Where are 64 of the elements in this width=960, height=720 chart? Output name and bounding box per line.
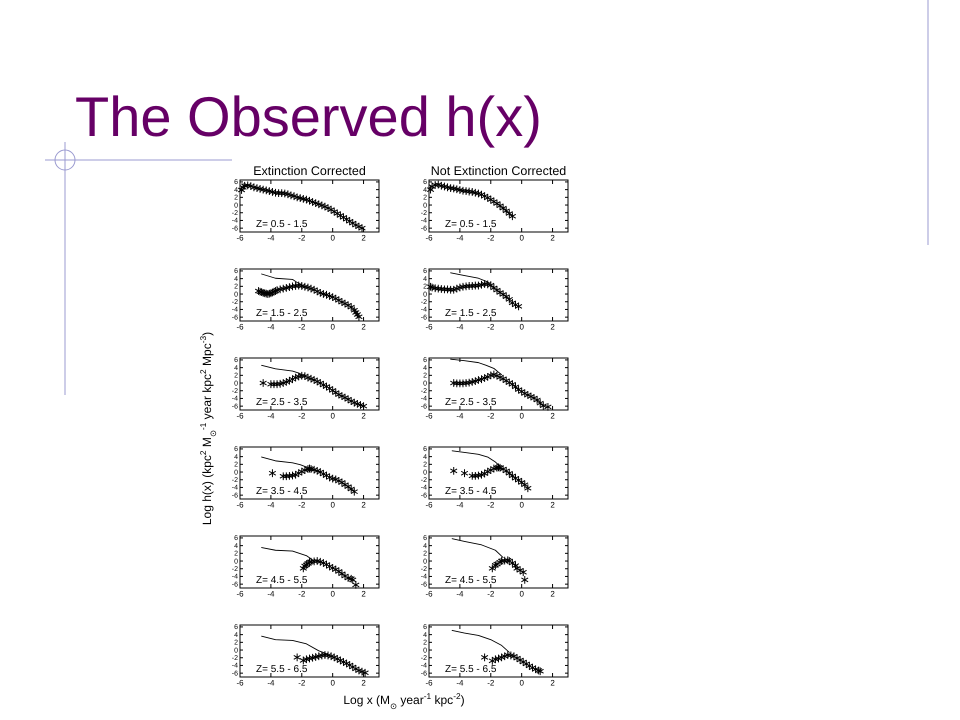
x-axis-title: Log x (M$_{⊙}$ year$^{-1}$ kpc$^{-2}$): [343, 691, 465, 711]
x-tick-label: -2: [487, 234, 495, 243]
x-tick-label: -4: [456, 234, 464, 243]
chart-title: Extinction Corrected: [253, 164, 366, 178]
annotation: Z= 2.5 - 3.5: [445, 397, 497, 408]
annotation: Z= 3.5 - 4.5: [445, 486, 497, 497]
annotation: Z= 4.5 - 5.5: [445, 575, 497, 586]
annotation: Z= 3.5 - 4.5: [256, 486, 308, 497]
x-tick-label: 0: [330, 412, 336, 421]
x-tick-label: -2: [298, 590, 306, 599]
x-tick-label: -2: [487, 590, 495, 599]
annotation: Z= 5.5 - 6.5: [445, 664, 497, 675]
x-tick-label: 2: [550, 590, 556, 599]
x-tick-label: -2: [298, 678, 306, 688]
x-tick-label: 0: [330, 322, 336, 332]
x-tick-label: -2: [298, 234, 306, 243]
x-tick-label: 2: [550, 412, 556, 421]
annotation: Z= 0.5 - 1.5: [445, 219, 497, 230]
x-tick-label: 2: [361, 322, 366, 332]
x-tick-label: -4: [267, 590, 275, 599]
x-tick-label: 0: [519, 412, 524, 421]
x-tick-label: -2: [298, 412, 306, 421]
x-tick-label: -2: [487, 500, 495, 510]
x-tick-label: -4: [267, 234, 275, 243]
x-tick-label: 2: [361, 500, 366, 510]
x-tick-label: 0: [330, 590, 336, 599]
x-tick-label: 2: [361, 234, 366, 243]
x-tick-label: -4: [267, 322, 275, 332]
x-tick-label: -2: [298, 500, 306, 510]
x-tick-label: -2: [487, 678, 495, 688]
chart-title: Not Extinction Corrected: [430, 164, 566, 178]
x-tick-label: -4: [456, 500, 464, 510]
x-tick-label: 0: [330, 500, 336, 510]
annotation: Z= 4.5 - 5.5: [256, 575, 308, 586]
x-tick-label: 0: [519, 678, 524, 688]
annotation: Z= 1.5 - 2.5: [256, 308, 308, 319]
x-tick-label: 0: [519, 590, 524, 599]
x-tick-label: -2: [487, 412, 495, 421]
text: The Observed h(x): [75, 85, 542, 148]
x-tick-label: 2: [550, 678, 556, 688]
x-tick-label: -4: [456, 678, 464, 688]
annotation: Z= 2.5 - 3.5: [256, 397, 308, 408]
annotation: Z= 5.5 - 6.5: [256, 664, 308, 675]
x-tick-label: -4: [456, 412, 464, 421]
x-tick-label: 2: [361, 678, 366, 688]
x-tick-label: 0: [330, 678, 336, 688]
x-tick-label: -2: [298, 322, 306, 332]
x-tick-label: 2: [550, 234, 556, 243]
x-tick-label: 2: [361, 412, 366, 421]
x-tick-label: -4: [267, 412, 275, 421]
x-tick-label: 0: [330, 234, 336, 243]
x-tick-label: 2: [550, 500, 556, 510]
x-tick-label: 0: [519, 500, 524, 510]
x-tick-label: 2: [550, 322, 556, 332]
annotation: Z= 0.5 - 1.5: [256, 219, 308, 230]
x-tick-label: -4: [456, 590, 464, 599]
x-tick-label: -2: [487, 322, 495, 332]
x-tick-label: -4: [267, 500, 275, 510]
x-tick-label: -4: [456, 322, 464, 332]
x-tick-label: -4: [267, 678, 275, 688]
x-tick-label: 0: [519, 322, 524, 332]
annotation: Z= 1.5 - 2.5: [445, 308, 497, 319]
x-tick-label: 2: [361, 590, 366, 599]
x-tick-label: 0: [519, 234, 524, 243]
